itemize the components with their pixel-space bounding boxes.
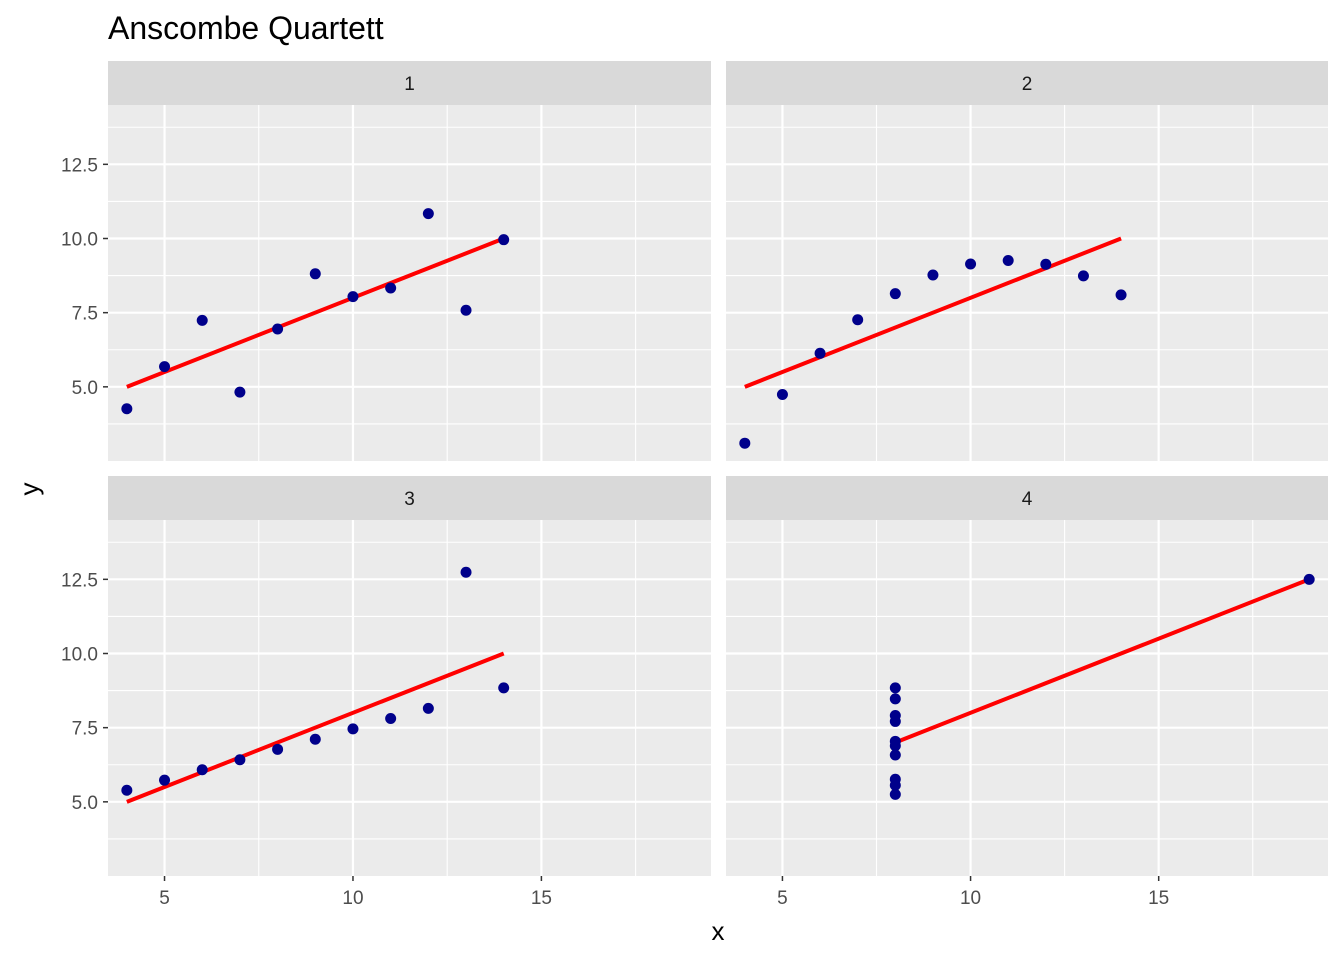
data-point xyxy=(776,389,788,401)
chart-title: Anscombe Quartett xyxy=(108,10,384,46)
data-point xyxy=(814,347,826,359)
data-point xyxy=(1115,289,1127,301)
fit-line xyxy=(126,651,505,804)
data-point xyxy=(234,386,246,398)
facet-strip-label: 1 xyxy=(404,74,415,95)
y-tick-label: 12.5 xyxy=(61,155,98,176)
data-point xyxy=(347,291,359,303)
x-tick-label: 15 xyxy=(1148,888,1169,909)
data-point xyxy=(159,774,171,786)
data-point xyxy=(385,282,397,294)
facet-strip xyxy=(108,476,711,520)
x-tick-label: 5 xyxy=(159,888,170,909)
data-point xyxy=(889,710,901,722)
fit-line xyxy=(894,577,1310,745)
data-point xyxy=(460,566,472,578)
x-tick-label: 5 xyxy=(777,888,788,909)
fit-line xyxy=(744,236,1122,389)
y-tick-label: 12.5 xyxy=(61,570,98,591)
facet-panels: 1 5.0 7.5 10.0 12.5 2 3 5.0 7.5 10.0 12.5 5 10 15 4 5 10… xyxy=(61,61,1328,909)
data-point xyxy=(309,733,321,745)
data-point xyxy=(498,682,510,694)
x-tick-label: 10 xyxy=(960,888,981,909)
data-point xyxy=(498,234,510,246)
facet-strip xyxy=(726,476,1328,520)
data-point xyxy=(196,764,208,776)
x-tick-label: 10 xyxy=(342,888,363,909)
facet-panel-4: 4 5 10 15 xyxy=(726,476,1328,909)
facet-strip-label: 2 xyxy=(1022,74,1033,95)
facet-strip xyxy=(726,61,1328,105)
x-tick-label: 15 xyxy=(531,888,552,909)
data-point xyxy=(1002,254,1014,266)
y-tick-label: 10.0 xyxy=(61,645,98,666)
y-axis-title: y xyxy=(14,483,44,496)
data-point xyxy=(965,258,977,270)
data-point xyxy=(422,208,434,220)
data-point xyxy=(272,323,284,335)
data-point xyxy=(121,784,133,796)
facet-strip xyxy=(108,61,711,105)
data-point xyxy=(927,269,939,281)
data-point xyxy=(234,754,246,766)
data-point xyxy=(889,740,901,752)
y-tick-label: 7.5 xyxy=(72,719,98,740)
data-point xyxy=(1077,270,1089,282)
y-tick-label: 10.0 xyxy=(61,230,98,251)
y-tick-label: 7.5 xyxy=(72,304,98,325)
data-point xyxy=(159,361,171,373)
data-point xyxy=(889,693,901,705)
data-point xyxy=(385,712,397,724)
panel-background xyxy=(726,105,1328,461)
y-tick-label: 5.0 xyxy=(72,793,98,814)
data-point xyxy=(347,723,359,735)
data-point xyxy=(460,304,472,316)
panel-background xyxy=(726,520,1328,876)
x-axis-title: x xyxy=(712,916,725,946)
facet-strip-label: 3 xyxy=(404,489,415,510)
data-point xyxy=(889,779,901,791)
data-point xyxy=(1040,258,1052,270)
data-point xyxy=(852,314,864,326)
facet-panel-2: 2 xyxy=(726,61,1328,461)
panel-background xyxy=(108,520,711,876)
y-tick-label: 5.0 xyxy=(72,378,98,399)
data-point xyxy=(739,437,751,449)
data-point xyxy=(889,288,901,300)
data-point xyxy=(1303,573,1315,585)
facet-panel-1: 1 5.0 7.5 10.0 12.5 xyxy=(61,61,711,461)
data-point xyxy=(422,702,434,714)
data-point xyxy=(272,743,284,755)
panel-background xyxy=(108,105,711,461)
data-point xyxy=(121,403,133,415)
data-point xyxy=(309,268,321,280)
data-point xyxy=(889,682,901,694)
facet-panel-3: 3 5.0 7.5 10.0 12.5 5 10 15 xyxy=(61,476,711,909)
data-point xyxy=(196,314,208,326)
fit-line xyxy=(126,236,505,389)
data-point xyxy=(889,749,901,761)
facet-strip-label: 4 xyxy=(1022,489,1033,510)
data-point xyxy=(889,788,901,800)
